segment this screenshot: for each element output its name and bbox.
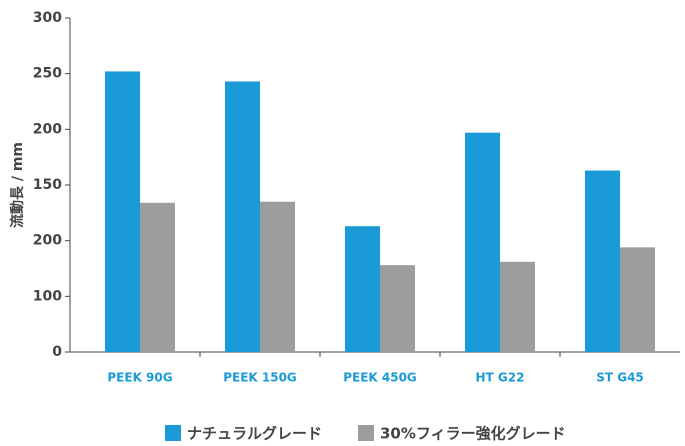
y-axis-label: 流動長 / mm xyxy=(9,142,26,228)
y-tick-label: 300 xyxy=(33,10,62,26)
legend-label: 30%フィラー強化グレード xyxy=(380,425,566,443)
legend-label: ナチュラルグレード xyxy=(187,425,322,443)
y-tick-label: 150 xyxy=(33,177,62,193)
legend-swatch xyxy=(165,425,181,441)
legend-swatch xyxy=(358,425,374,441)
bar xyxy=(500,261,535,352)
bar xyxy=(225,81,260,353)
bar xyxy=(585,170,620,352)
y-tick-label: 100 xyxy=(33,288,62,304)
x-tick-label: HT G22 xyxy=(476,371,525,385)
x-tick-label: PEEK 150G xyxy=(223,371,297,385)
y-tick-label: 0 xyxy=(52,344,62,360)
x-tick-label: ST G45 xyxy=(596,371,644,385)
bar xyxy=(105,71,140,352)
bar xyxy=(465,132,500,352)
bar xyxy=(140,202,175,352)
x-tick-label: PEEK 450G xyxy=(343,371,417,385)
y-tick-label: 250 xyxy=(33,66,62,82)
y-tick-label: 200 xyxy=(33,121,62,137)
bar xyxy=(260,201,295,352)
bar xyxy=(380,265,415,352)
bar xyxy=(620,247,655,352)
y-tick-label: 200 xyxy=(33,233,62,249)
bar xyxy=(345,226,380,352)
x-tick-label: PEEK 90G xyxy=(107,371,172,385)
